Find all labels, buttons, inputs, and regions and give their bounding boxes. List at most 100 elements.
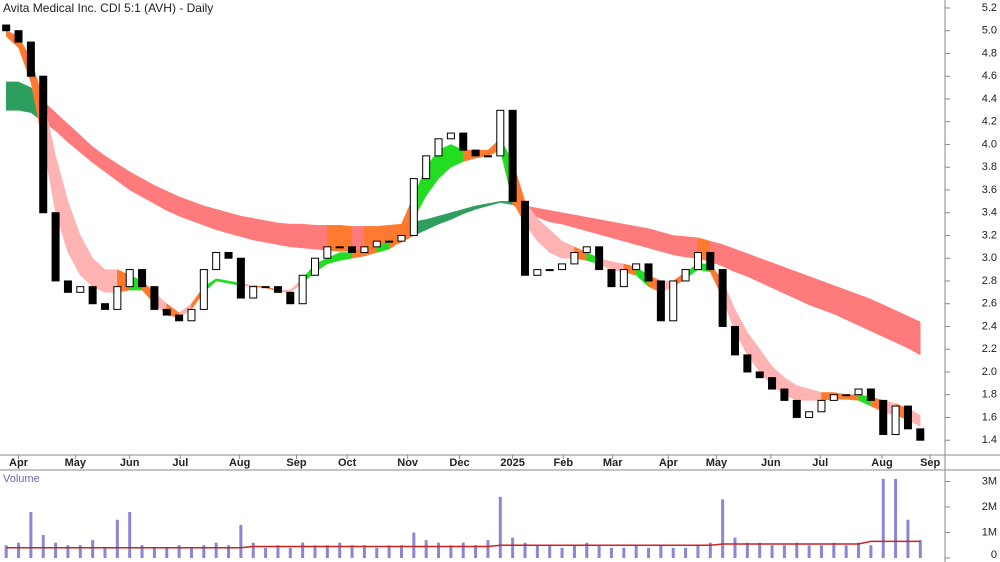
long-ribbon (277, 222, 291, 248)
volume-bar (362, 545, 366, 558)
volume-bar (560, 547, 564, 558)
candle (792, 399, 801, 418)
x-tick-label: Aug (229, 457, 250, 469)
y-tick-label: 0 (991, 549, 997, 561)
candle (422, 155, 431, 180)
long-ribbon (808, 276, 822, 310)
candle (829, 394, 838, 401)
candle (866, 388, 875, 401)
volume-bar (103, 547, 107, 558)
candle (434, 138, 443, 157)
y-tick-label: 1.6 (982, 411, 997, 423)
volume-bar (671, 547, 675, 558)
candle (212, 252, 221, 271)
y-tick-label: 2.8 (982, 275, 997, 287)
long-ribbon (5, 81, 19, 111)
volume-bar (288, 547, 292, 558)
long-ribbon (67, 123, 81, 153)
long-ribbon (611, 221, 625, 242)
x-tick-label: Jul (172, 457, 188, 469)
long-ribbon (487, 201, 501, 207)
y-tick-label: 3.8 (982, 161, 997, 173)
long-ribbon (18, 81, 32, 113)
volume-bar (276, 545, 280, 558)
x-tick-label: Feb (554, 457, 574, 469)
x-tick-label: Jun (761, 457, 781, 469)
candle (471, 149, 480, 157)
candle (150, 286, 159, 310)
volume-bar (140, 545, 144, 558)
x-tick-label: 2025 (500, 457, 524, 469)
x-tick-label: May (706, 457, 728, 469)
candle (545, 269, 554, 272)
short-ribbon (796, 385, 810, 401)
volume-bar (227, 545, 231, 558)
volume-bar (733, 537, 737, 558)
volume-bar (115, 519, 119, 558)
candle (817, 399, 826, 413)
candle (780, 388, 789, 401)
long-ribbon (55, 112, 69, 143)
candle (63, 280, 72, 293)
long-ribbon (672, 235, 686, 258)
volume-bar (647, 547, 651, 558)
long-ribbon (870, 298, 884, 338)
volume-bar (523, 542, 527, 558)
long-ribbon (166, 190, 180, 217)
long-ribbon (895, 310, 909, 349)
candle (385, 240, 394, 243)
candle (854, 388, 863, 396)
x-tick-label: Oct (338, 457, 357, 469)
long-ribbon (586, 216, 600, 235)
volume-bar (659, 545, 663, 558)
y-tick-label: 3.6 (982, 184, 997, 196)
short-ribbon (549, 229, 563, 259)
long-ribbon (141, 178, 155, 205)
y-tick-label: 1M (982, 526, 997, 538)
candle (409, 178, 418, 236)
long-ribbon (191, 200, 205, 226)
long-ribbon (104, 155, 118, 182)
y-tick-label: 4.8 (982, 47, 997, 59)
volume-bar (313, 545, 317, 558)
long-ribbon (574, 214, 588, 232)
candle (2, 24, 11, 32)
long-ribbon (821, 280, 835, 315)
volume-bar (412, 532, 416, 558)
candle (113, 286, 122, 310)
long-ribbon (833, 285, 847, 321)
volume-bar (91, 540, 95, 558)
y-tick-label: 4.2 (982, 116, 997, 128)
candle (595, 246, 604, 271)
candle (323, 246, 332, 259)
y-tick-label: 2.0 (982, 366, 997, 378)
y-tick-label: 1.4 (982, 434, 997, 446)
candle (533, 269, 542, 276)
long-ribbon (722, 244, 736, 273)
candle (903, 405, 912, 430)
volume-bar (684, 547, 688, 558)
candle (718, 269, 727, 327)
long-ribbon (203, 205, 217, 231)
long-ribbon (747, 253, 760, 283)
volume-bar (251, 542, 255, 558)
volume-ma (6, 540, 921, 549)
candle (88, 286, 97, 305)
volume-bar (301, 542, 305, 558)
volume-bar (857, 542, 861, 558)
candle (39, 75, 48, 214)
volume-bar (54, 542, 58, 558)
candle (286, 291, 295, 305)
candle (743, 354, 752, 373)
candle (916, 428, 925, 441)
volume-bar (264, 547, 268, 558)
candle (619, 269, 628, 288)
volume-bar (29, 512, 33, 558)
candle (261, 286, 270, 289)
volume-bar (795, 542, 799, 558)
short-ribbon (215, 278, 229, 284)
volume-bar (165, 547, 169, 558)
long-ribbon (228, 212, 242, 237)
x-tick-label: Sep (920, 457, 940, 469)
candle (755, 371, 764, 379)
